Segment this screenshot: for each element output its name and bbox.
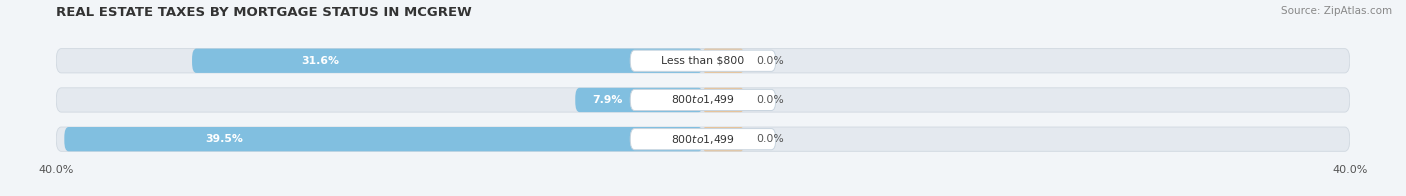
FancyBboxPatch shape	[575, 88, 703, 112]
Text: 0.0%: 0.0%	[756, 134, 785, 144]
Text: $800 to $1,499: $800 to $1,499	[671, 133, 735, 146]
Text: 0.0%: 0.0%	[756, 95, 785, 105]
FancyBboxPatch shape	[65, 127, 703, 151]
FancyBboxPatch shape	[630, 129, 776, 150]
FancyBboxPatch shape	[630, 50, 776, 71]
Text: Less than $800: Less than $800	[661, 56, 745, 66]
FancyBboxPatch shape	[193, 49, 703, 73]
FancyBboxPatch shape	[56, 127, 1350, 151]
Text: 0.0%: 0.0%	[756, 56, 785, 66]
Text: 39.5%: 39.5%	[205, 134, 243, 144]
FancyBboxPatch shape	[56, 49, 1350, 73]
Text: $800 to $1,499: $800 to $1,499	[671, 93, 735, 106]
Text: 31.6%: 31.6%	[301, 56, 339, 66]
FancyBboxPatch shape	[56, 88, 1350, 112]
Text: REAL ESTATE TAXES BY MORTGAGE STATUS IN MCGREW: REAL ESTATE TAXES BY MORTGAGE STATUS IN …	[56, 6, 472, 19]
FancyBboxPatch shape	[703, 49, 744, 73]
Text: Source: ZipAtlas.com: Source: ZipAtlas.com	[1281, 6, 1392, 16]
FancyBboxPatch shape	[703, 127, 744, 151]
FancyBboxPatch shape	[703, 88, 744, 112]
Text: 7.9%: 7.9%	[592, 95, 623, 105]
FancyBboxPatch shape	[630, 89, 776, 111]
